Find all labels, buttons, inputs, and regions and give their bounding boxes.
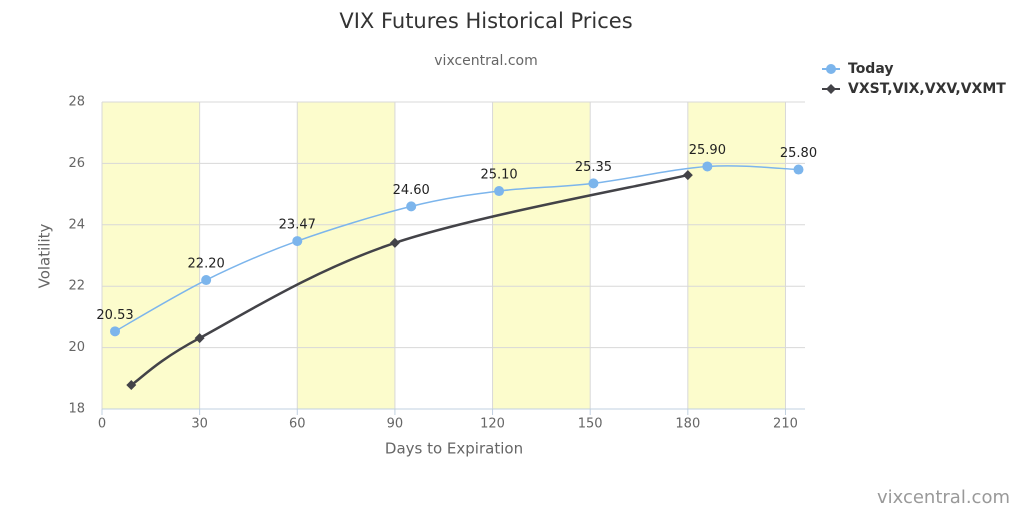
band bbox=[492, 102, 591, 409]
chart-subtitle: vixcentral.com bbox=[434, 53, 537, 69]
x-tick-label: 30 bbox=[191, 417, 208, 432]
band bbox=[297, 102, 395, 409]
legend-item: VXST,VIX,VXV,VXMT bbox=[822, 81, 1006, 97]
y-tick-label: 26 bbox=[68, 156, 85, 171]
series-line bbox=[114, 165, 799, 332]
data-point bbox=[406, 201, 417, 212]
data-point bbox=[702, 161, 713, 172]
data-point bbox=[292, 236, 303, 247]
data-label: 25.80 bbox=[780, 146, 817, 161]
data-point bbox=[494, 186, 505, 197]
data-point bbox=[793, 164, 804, 175]
x-tick-label: 150 bbox=[578, 417, 603, 432]
x-tick-label: 180 bbox=[675, 417, 700, 432]
y-tick-label: 24 bbox=[68, 217, 85, 232]
x-axis-title: Days to Expiration bbox=[385, 440, 523, 458]
data-label: 24.60 bbox=[393, 183, 430, 198]
data-point bbox=[588, 178, 599, 189]
legend-item: Today bbox=[822, 61, 893, 77]
y-axis-title: Volatility bbox=[36, 223, 54, 288]
data-label: 25.90 bbox=[689, 143, 726, 158]
y-tick-label: 18 bbox=[68, 402, 85, 417]
x-tick-label: 90 bbox=[387, 417, 404, 432]
legend-label: VXST,VIX,VXV,VXMT bbox=[848, 81, 1006, 97]
x-tick-label: 210 bbox=[773, 417, 798, 432]
data-point bbox=[682, 170, 693, 181]
band bbox=[102, 102, 200, 409]
legend-marker bbox=[826, 64, 836, 74]
x-tick-label: 60 bbox=[289, 417, 306, 432]
series-line bbox=[130, 173, 689, 387]
data-label: 25.35 bbox=[575, 160, 612, 175]
y-tick-label: 22 bbox=[68, 279, 85, 294]
data-point bbox=[389, 237, 400, 248]
data-label: 25.10 bbox=[480, 168, 517, 183]
data-point bbox=[126, 380, 137, 391]
chart-title: VIX Futures Historical Prices bbox=[339, 9, 632, 33]
x-tick-label: 120 bbox=[480, 417, 505, 432]
data-label: 22.20 bbox=[188, 257, 225, 272]
x-tick-label: 0 bbox=[98, 417, 106, 432]
data-point bbox=[201, 275, 212, 286]
data-label: 20.53 bbox=[96, 308, 133, 323]
y-tick-label: 20 bbox=[68, 340, 85, 355]
legend-label: Today bbox=[848, 61, 893, 77]
legend-marker bbox=[826, 84, 836, 94]
band bbox=[687, 102, 786, 409]
y-tick-label: 28 bbox=[68, 95, 85, 110]
data-point bbox=[110, 326, 121, 337]
data-point bbox=[194, 333, 205, 344]
data-label: 23.47 bbox=[279, 218, 316, 233]
watermark: vixcentral.com bbox=[877, 487, 1010, 508]
